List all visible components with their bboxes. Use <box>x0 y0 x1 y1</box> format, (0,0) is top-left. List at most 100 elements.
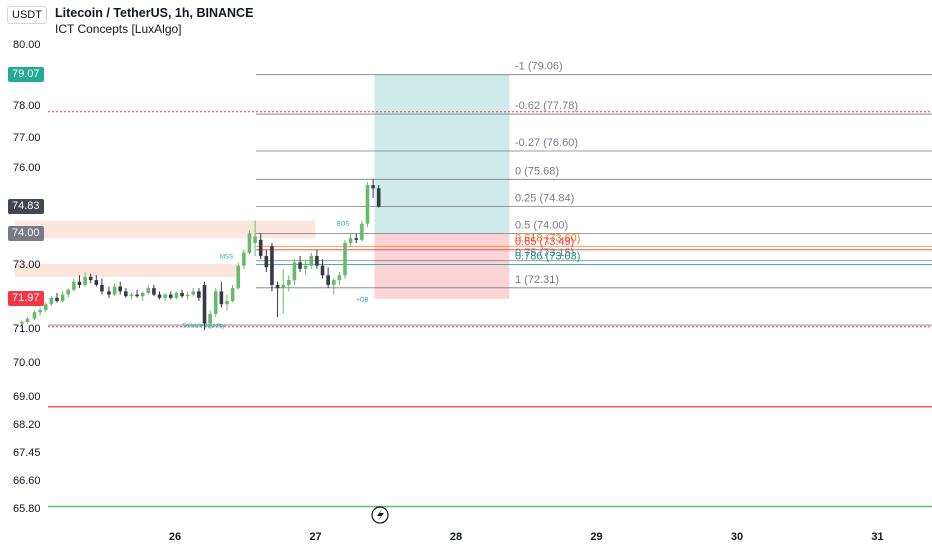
candle[interactable] <box>180 292 184 297</box>
candle[interactable] <box>337 275 342 281</box>
candle[interactable] <box>124 291 128 297</box>
currency-label[interactable]: USDT <box>7 6 47 24</box>
candle[interactable] <box>191 291 196 295</box>
candle[interactable] <box>135 294 139 297</box>
symbol-title[interactable]: Litecoin / TetherUS, 1h, BINANCE <box>55 6 254 20</box>
y-tick-label: 77.00 <box>13 132 41 144</box>
candle[interactable] <box>94 280 99 285</box>
candle[interactable] <box>174 292 179 298</box>
candle[interactable] <box>168 294 173 298</box>
candle[interactable] <box>247 233 252 253</box>
y-tick-label: 76.00 <box>13 162 41 174</box>
candle[interactable] <box>112 286 117 295</box>
indicator-legend[interactable]: ICT Concepts [LuxAlgo] <box>55 22 182 36</box>
candle[interactable] <box>219 291 224 305</box>
candle[interactable] <box>60 294 65 302</box>
candle[interactable] <box>77 281 82 285</box>
candle[interactable] <box>100 284 104 292</box>
candle[interactable] <box>25 318 30 322</box>
candle[interactable] <box>202 284 207 324</box>
candle[interactable] <box>185 294 190 297</box>
candle[interactable] <box>309 255 314 266</box>
candle[interactable] <box>292 262 297 281</box>
fib-label: 0.618 (73.60) <box>515 232 580 244</box>
candle[interactable] <box>343 243 347 276</box>
price-badge[interactable]: 79.07 <box>8 66 44 82</box>
candle[interactable] <box>320 265 325 276</box>
candle[interactable] <box>371 185 375 189</box>
candle[interactable] <box>281 284 285 289</box>
candle[interactable] <box>83 276 87 285</box>
candle[interactable] <box>264 255 269 268</box>
candle[interactable] <box>140 292 145 297</box>
candle[interactable] <box>331 280 336 285</box>
candle[interactable] <box>197 291 201 298</box>
candle[interactable] <box>298 262 302 269</box>
candle[interactable] <box>43 304 48 311</box>
zone-stop[interactable] <box>374 233 510 299</box>
y-tick-label: 78.00 <box>13 100 41 112</box>
candle[interactable] <box>270 246 274 285</box>
y-tick-label: 80.00 <box>13 39 41 51</box>
candle[interactable] <box>225 301 229 305</box>
candle[interactable] <box>88 276 93 281</box>
zone-premium-lower[interactable] <box>14 263 237 277</box>
candle[interactable] <box>236 265 241 289</box>
candle[interactable] <box>365 185 370 224</box>
lightning-icon[interactable] <box>371 506 389 524</box>
y-tick-label: 70.00 <box>13 357 41 369</box>
candle[interactable] <box>55 297 59 302</box>
candle[interactable] <box>360 223 364 240</box>
candle[interactable] <box>326 275 330 285</box>
fib-label: 1 (72.31) <box>515 274 559 286</box>
candle[interactable] <box>348 238 353 244</box>
y-tick-label: 71.00 <box>13 323 41 335</box>
zone-premium-upper[interactable] <box>14 220 316 239</box>
chart-header: USDT Litecoin / TetherUS, 1h, BINANCE IC… <box>0 0 500 40</box>
candle[interactable] <box>146 288 151 293</box>
price-badge[interactable]: 74.00 <box>8 225 44 241</box>
fib-label: 0.65 (73.49) <box>515 236 574 248</box>
candle[interactable] <box>253 236 257 244</box>
ict-label: +OB <box>356 298 368 304</box>
candle[interactable] <box>230 288 235 302</box>
ict-label: BOS <box>337 221 350 227</box>
fib-label: 0.5 (74.00) <box>515 219 568 231</box>
price-badge[interactable]: 74.83 <box>8 199 44 215</box>
candle[interactable] <box>163 294 167 298</box>
candle[interactable] <box>129 294 134 297</box>
candle[interactable] <box>275 284 280 289</box>
zone-target[interactable] <box>374 74 510 234</box>
candle[interactable] <box>354 238 359 240</box>
x-tick-label: 31 <box>871 531 884 543</box>
candle[interactable] <box>208 313 212 324</box>
price-badge[interactable]: 71.97 <box>8 291 44 307</box>
candle[interactable] <box>49 297 54 305</box>
x-tick-label: 29 <box>590 531 603 543</box>
fib-label: -0.62 (77.78) <box>515 100 578 112</box>
candle[interactable] <box>32 312 37 319</box>
x-tick-label: 30 <box>730 531 744 543</box>
candle[interactable] <box>152 288 156 295</box>
candle[interactable] <box>20 321 24 324</box>
candle[interactable] <box>107 291 111 295</box>
candle[interactable] <box>72 281 76 290</box>
candle[interactable] <box>38 310 42 313</box>
candle[interactable] <box>66 289 71 295</box>
candle[interactable] <box>213 291 218 314</box>
candle[interactable] <box>118 286 123 292</box>
candle[interactable] <box>242 252 246 266</box>
fib-label: 0.75 (73.15) <box>515 247 574 259</box>
candle[interactable] <box>303 265 308 269</box>
y-tick-label: 67.45 <box>13 447 41 459</box>
candle[interactable] <box>157 294 162 298</box>
candle[interactable] <box>315 255 319 266</box>
ict-label: MSS <box>220 255 233 261</box>
y-tick-label: 73.00 <box>13 258 41 271</box>
candle[interactable] <box>287 280 291 285</box>
ict-label: Sellside liquidity <box>182 323 225 329</box>
candle[interactable] <box>258 239 263 256</box>
candle[interactable] <box>376 188 381 207</box>
